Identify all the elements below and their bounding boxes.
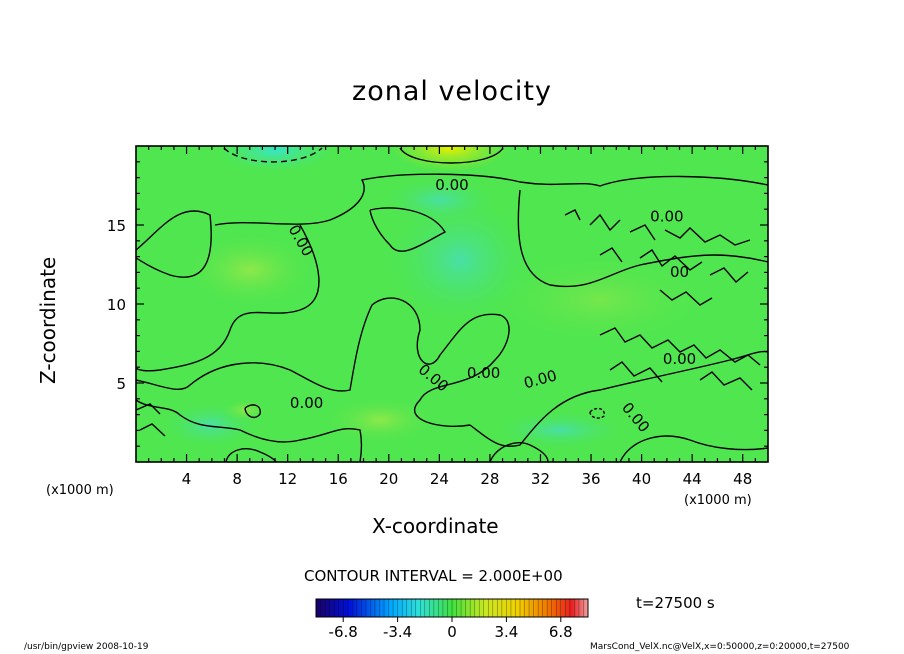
x-tick-label: 20	[379, 470, 398, 488]
contour-small	[244, 404, 261, 419]
y-tick-label: 5	[116, 375, 126, 393]
field-yellow-max	[390, 146, 510, 172]
field-cyan-max	[215, 146, 335, 172]
colorbar-stripes	[320, 599, 584, 617]
contour-value-label: 0.00	[435, 176, 468, 194]
field-lime-patch	[180, 230, 320, 310]
x-axis-title: X-coordinate	[372, 514, 499, 538]
x-tick-label: 28	[480, 470, 499, 488]
contour-value-label: 0.00	[467, 364, 500, 382]
contour-zero	[619, 435, 768, 462]
velocity-field	[136, 146, 768, 462]
time-label: t=27500 s	[636, 594, 715, 612]
contour-zero	[136, 224, 320, 372]
contour-zero	[369, 207, 446, 252]
contour-dashed	[223, 147, 323, 163]
contour-zero	[214, 173, 768, 226]
contour-zero	[489, 442, 549, 462]
contour-zero	[225, 448, 277, 462]
colorbar-tick-label: -3.4	[383, 623, 412, 641]
field-teal-patch	[380, 190, 540, 330]
y-tick-label: 15	[107, 217, 126, 235]
colorbar-tick-label: 3.4	[494, 623, 518, 641]
field-teal-patch	[490, 410, 630, 450]
contour-zero	[599, 327, 761, 391]
contour-solid	[399, 147, 504, 164]
x-tick-label: 40	[632, 470, 651, 488]
colorbar-tick-label: -6.8	[329, 623, 358, 641]
contour-value-label: 00	[670, 263, 689, 281]
field-teal-patch	[380, 175, 500, 225]
contour-value-label: 0.00	[290, 394, 323, 412]
footer-left: /usr/bin/gpview 2008-10-19	[24, 642, 149, 652]
field-lime-patch	[480, 250, 720, 350]
contour-lines	[136, 147, 768, 462]
contour-zero	[469, 350, 768, 447]
contour-zero	[136, 399, 363, 462]
x-unit-right: (x1000 m)	[684, 493, 752, 508]
field-lime-patch	[320, 395, 440, 445]
y-tick-label: 10	[107, 296, 126, 314]
contour-interval-label: CONTOUR INTERVAL = 2.000E+00	[304, 567, 563, 585]
x-tick-label: 12	[278, 470, 297, 488]
colorbar-ticks: -6.8 -3.4 0 3.4 6.8	[329, 617, 573, 641]
contour-value-label: 0.00	[663, 350, 696, 368]
x-tick-label: 36	[581, 470, 600, 488]
colorbar-tick-label: 6.8	[549, 623, 573, 641]
contour-zero	[136, 210, 212, 278]
x-tick-label: 44	[683, 470, 702, 488]
colorbar-tick-label: 0	[447, 623, 457, 641]
footer-right: MarsCond_VelX.nc@VelX,x=0:50000,z=0:2000…	[590, 642, 850, 652]
contour-zero	[136, 403, 166, 437]
x-tick-label: 4	[182, 470, 192, 488]
x-tick-label: 24	[430, 470, 449, 488]
contour-zero	[564, 209, 751, 306]
contour-dashed	[589, 407, 605, 419]
x-tick-label: 16	[329, 470, 348, 488]
axis-ticks	[136, 146, 768, 462]
colorbar: -6.8 -3.4 0 3.4 6.8	[315, 598, 589, 641]
chart-title: zonal velocity	[352, 76, 552, 107]
contour-zero	[517, 189, 768, 288]
contour-value-label: 0.00	[650, 208, 683, 226]
x-tick-label: 8	[232, 470, 242, 488]
x-tick-label: 32	[531, 470, 550, 488]
contour-zero	[136, 297, 510, 427]
y-axis-title: Z-coordinate	[36, 256, 60, 384]
x-tick-label: 48	[733, 470, 752, 488]
x-unit-left: (x1000 m)	[46, 483, 114, 498]
